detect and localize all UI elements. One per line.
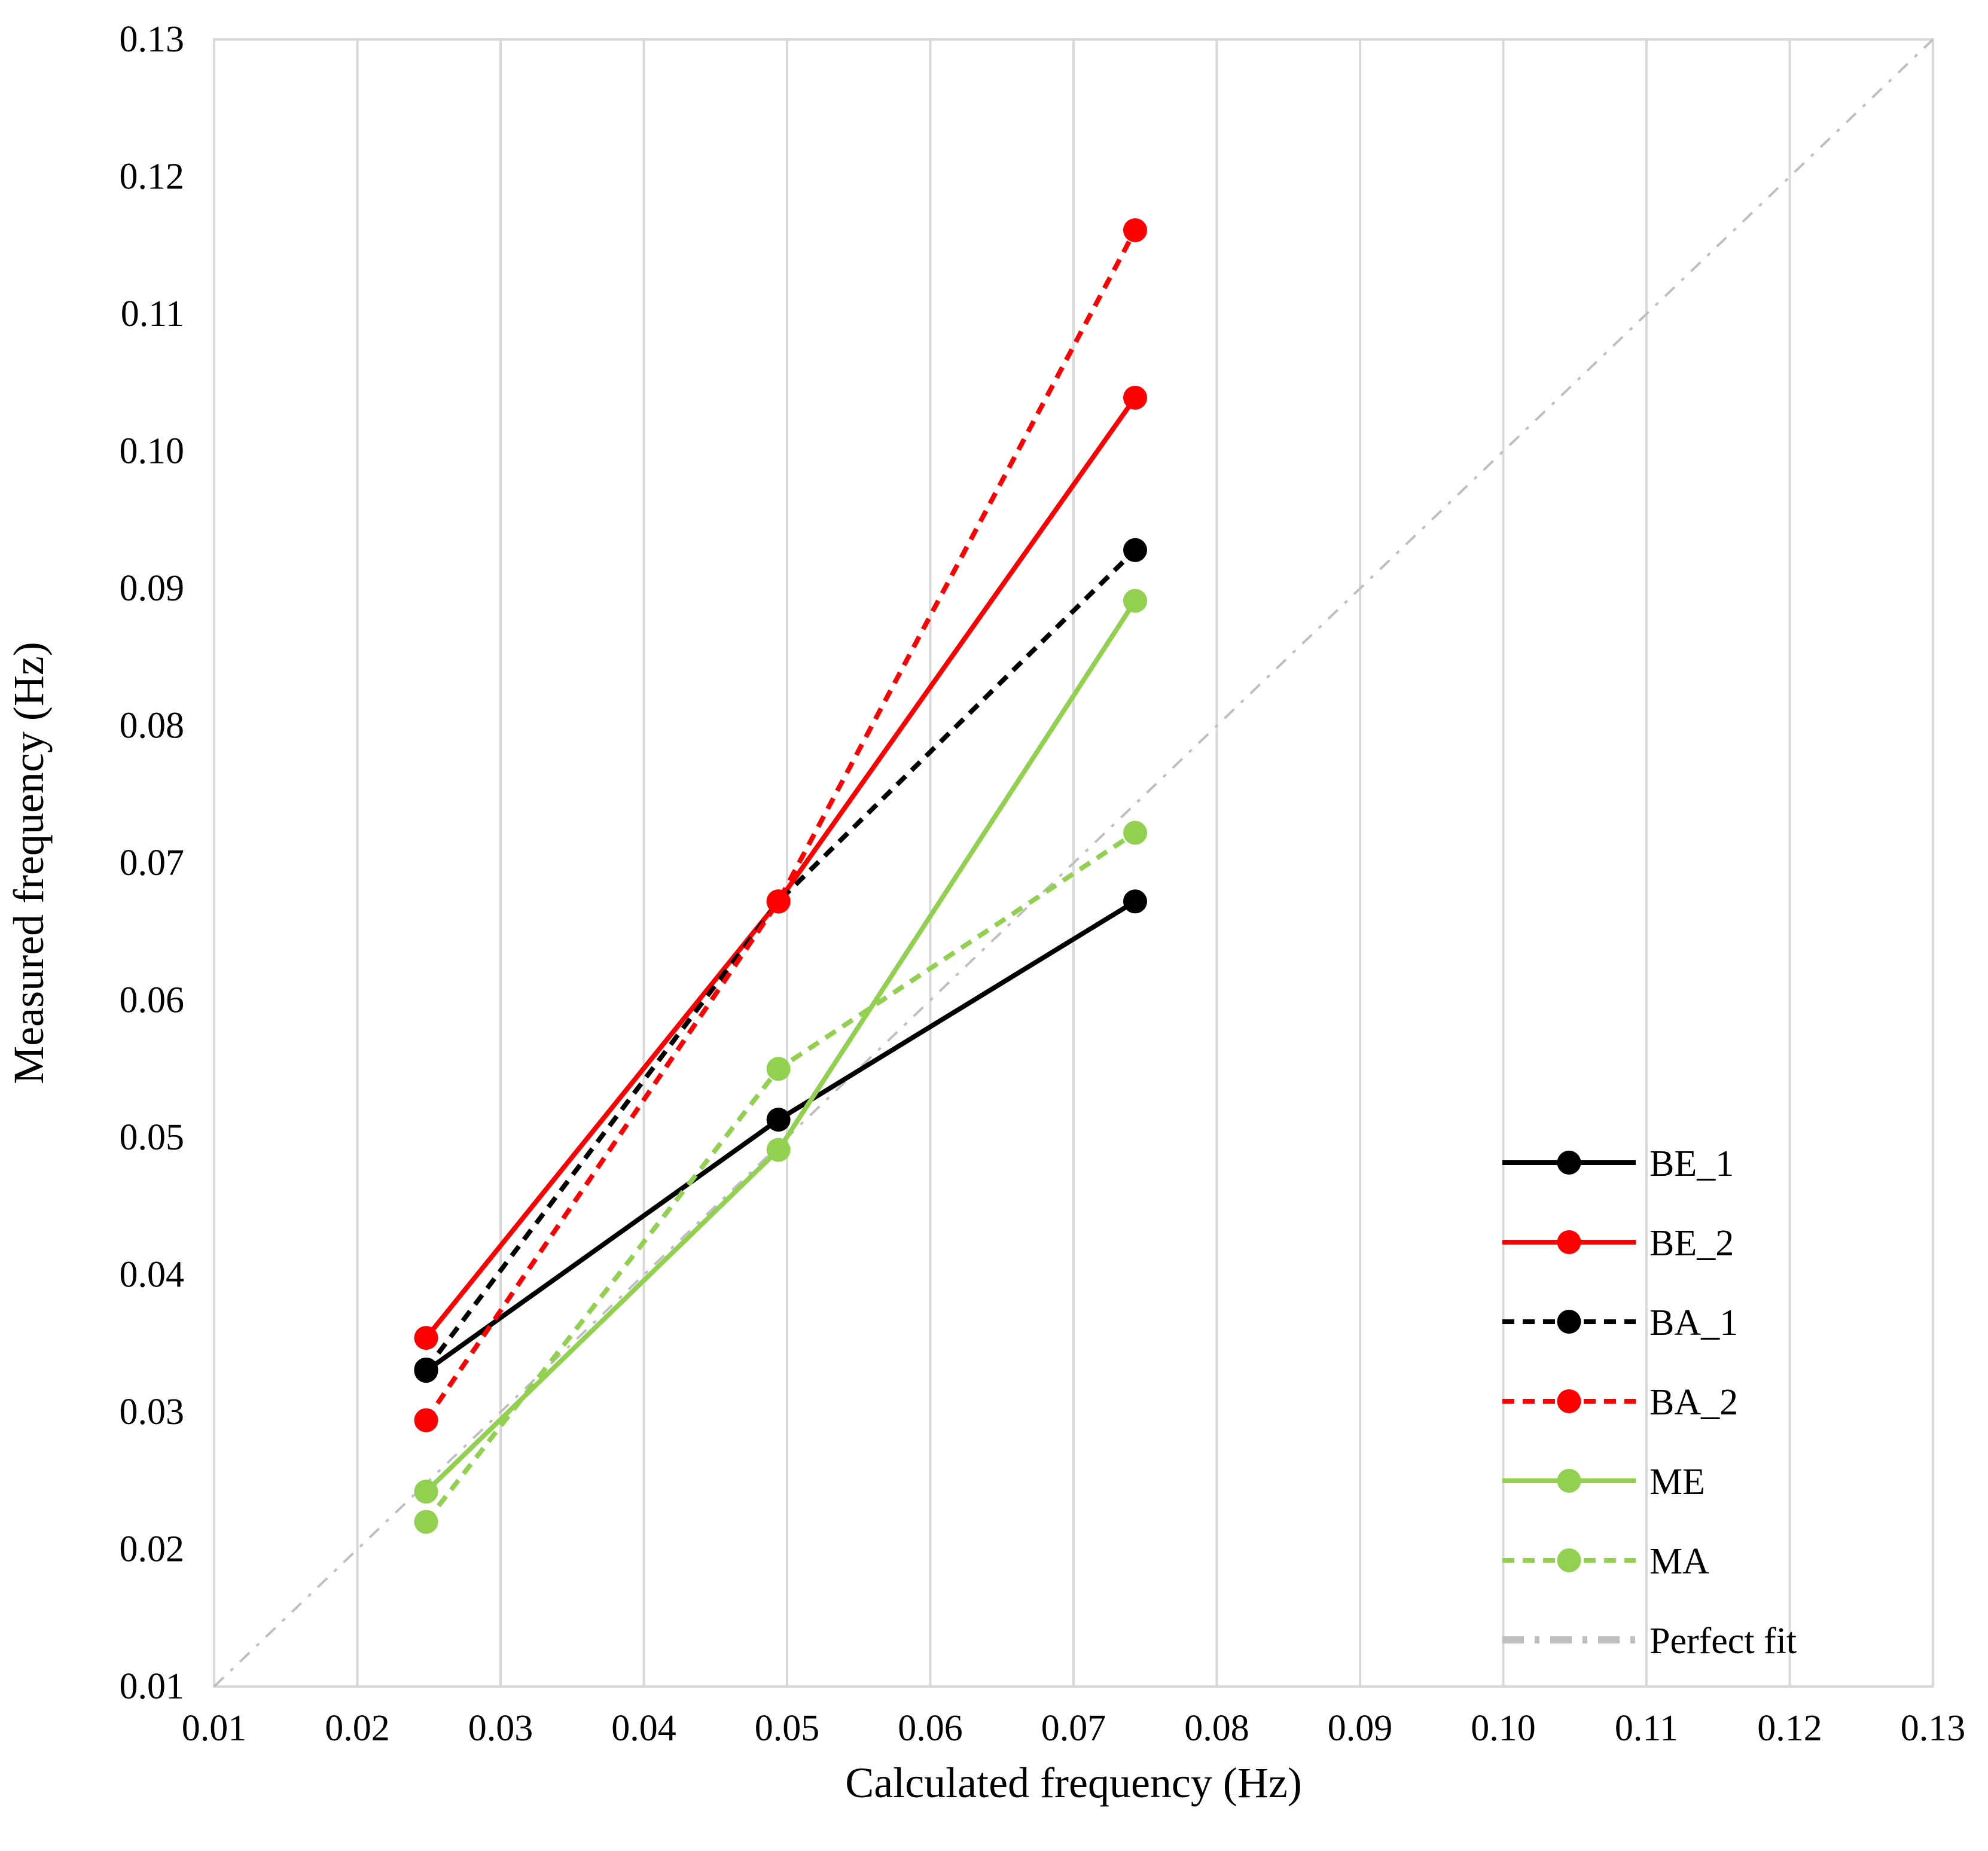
legend-item-me: ME	[1502, 1462, 1705, 1502]
series-line-ba-1	[424, 548, 1137, 1371]
x-tick-labels: 0.01 0.02 0.03 0.04 0.05 0.06 0.07 0.08 0.09 0.10…	[182, 1708, 1966, 1749]
legend-marker	[1557, 1548, 1581, 1572]
x-axis-title: Calculated frequency (Hz)	[845, 1759, 1302, 1807]
legend-item-perfect-fit: Perfect fit	[1502, 1621, 1797, 1661]
y-tick-labels: 0.01 0.02 0.03 0.04 0.05 0.06 0.07 0.08 0.09 0.10…	[120, 19, 185, 1707]
data-point-be-2	[414, 1326, 438, 1350]
y-tick-label: 0.10	[120, 431, 185, 472]
legend-item-be-1: BE_1	[1502, 1143, 1734, 1184]
data-point-be-2	[1123, 385, 1147, 410]
x-tick-label: 0.03	[468, 1708, 533, 1749]
x-tick-label: 0.11	[1615, 1708, 1678, 1749]
x-tick-label: 0.04	[611, 1708, 676, 1749]
series-me	[414, 588, 1147, 1504]
data-point-ba-2	[1123, 218, 1147, 243]
y-tick-label: 0.09	[120, 568, 185, 609]
y-tick-label: 0.03	[120, 1392, 185, 1432]
perfect-fit-layer	[213, 38, 1934, 1688]
legend-label: Perfect fit	[1649, 1621, 1797, 1661]
legend-item-be-2: BE_2	[1502, 1223, 1734, 1264]
y-tick-label: 0.05	[120, 1117, 185, 1158]
legend-label: MA	[1649, 1541, 1709, 1582]
data-point-be-1	[766, 1108, 791, 1132]
x-tick-label: 0.09	[1328, 1708, 1393, 1749]
legend-label: BA_2	[1649, 1382, 1738, 1423]
y-axis-title: Measured frequency (Hz)	[5, 642, 53, 1084]
data-point-ba-2	[766, 889, 791, 914]
x-tick-label: 0.02	[325, 1708, 390, 1749]
legend: BE_1 BE_2 BA_1 BA_2 ME MA Perfect fit	[1502, 1143, 1797, 1661]
data-point-ma	[414, 1510, 438, 1534]
series-ma	[414, 821, 1147, 1534]
series-be-1	[414, 889, 1147, 1383]
data-point-ba-1	[414, 1357, 438, 1382]
y-tick-label: 0.04	[120, 1255, 185, 1295]
x-tick-label: 0.13	[1901, 1708, 1966, 1749]
data-point-ba-2	[414, 1408, 438, 1432]
data-point-ba-1	[1123, 538, 1147, 562]
series-be-2	[414, 385, 1147, 1350]
legend-marker	[1557, 1151, 1581, 1175]
y-tick-label: 0.12	[120, 157, 185, 197]
y-tick-label: 0.02	[120, 1529, 185, 1570]
data-point-ma	[766, 1057, 791, 1081]
legend-label: BE_2	[1649, 1223, 1734, 1264]
data-point-be-1	[1123, 889, 1147, 914]
data-point-me	[1123, 588, 1147, 613]
x-tick-label: 0.06	[898, 1708, 963, 1749]
legend-label: BE_1	[1649, 1143, 1734, 1184]
series-line-me	[424, 599, 1138, 1493]
legend-marker	[1557, 1230, 1581, 1254]
legend-item-ba-2: BA_2	[1502, 1382, 1738, 1423]
y-tick-label: 0.13	[120, 19, 185, 60]
x-tick-label: 0.08	[1184, 1708, 1249, 1749]
series-line-ba-2	[424, 229, 1138, 1422]
y-tick-label: 0.08	[120, 706, 185, 746]
x-tick-label: 0.12	[1757, 1708, 1822, 1749]
x-tick-label: 0.07	[1041, 1708, 1106, 1749]
legend-marker	[1557, 1389, 1581, 1413]
x-tick-label: 0.05	[755, 1708, 820, 1749]
x-tick-label: 0.10	[1471, 1708, 1536, 1749]
legend-label: ME	[1649, 1462, 1705, 1502]
y-tick-label: 0.01	[120, 1666, 185, 1707]
legend-label: BA_1	[1649, 1303, 1738, 1343]
data-point-ma	[1123, 821, 1147, 845]
series-ba-2	[414, 218, 1147, 1432]
legend-marker	[1557, 1469, 1581, 1493]
data-point-me	[414, 1480, 438, 1504]
perfect-fit-line	[213, 38, 1934, 1688]
series-line-ma	[424, 831, 1137, 1524]
data-point-me	[766, 1138, 791, 1162]
series-layer	[414, 218, 1147, 1534]
y-tick-label: 0.11	[121, 294, 184, 334]
plot-area-frame	[213, 38, 1934, 1688]
legend-marker	[1557, 1310, 1581, 1334]
series-line-be-2	[424, 396, 1138, 1340]
legend-item-ba-1: BA_1	[1502, 1303, 1738, 1343]
y-tick-label: 0.06	[120, 980, 185, 1021]
y-tick-label: 0.07	[120, 843, 185, 883]
series-line-be-1	[425, 899, 1137, 1373]
x-tick-label: 0.01	[182, 1708, 247, 1749]
legend-item-ma: MA	[1502, 1541, 1709, 1582]
